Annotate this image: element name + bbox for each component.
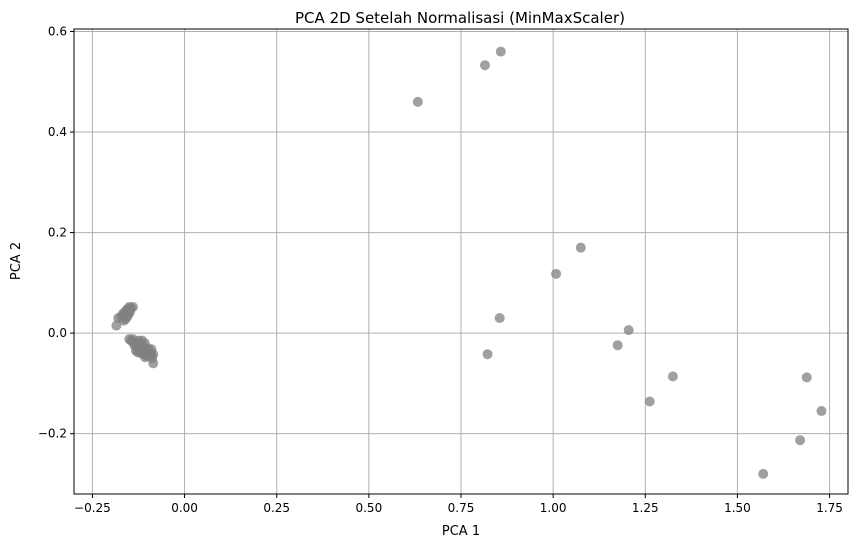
scatter-point [795,435,806,446]
x-axis-label: PCA 1 [442,524,480,539]
scatter-point [148,358,159,369]
grid [74,29,848,494]
y-tick-label: 0.0 [48,326,67,340]
scatter-point [136,340,147,351]
x-tick-label: −0.25 [74,501,111,515]
x-tick-label: 1.00 [540,501,567,515]
scatter-point [111,320,122,331]
scatter-point [644,396,655,407]
scatter-point [482,349,493,360]
x-tick-label: 1.75 [816,501,843,515]
scatter-point [612,340,623,351]
y-axis-ticks: −0.2 0.0 0.2 0.4 0.6 [38,25,74,441]
scatter-point [146,344,157,355]
x-tick-label: 1.25 [632,501,659,515]
scatter-point [494,313,505,324]
x-tick-label: 1.50 [724,501,751,515]
y-axis-label: PCA 2 [9,242,24,280]
x-axis-ticks: −0.25 0.00 0.25 0.50 0.75 1.00 1.25 1.50 1.75 [74,494,843,515]
scatter-point [551,268,562,279]
scatter-point [495,46,506,57]
x-tick-label: 0.25 [263,501,290,515]
scatter-point [667,371,678,382]
scatter-point [816,406,827,417]
scatter-point [118,315,129,326]
x-tick-label: 0.50 [355,501,382,515]
scatter-point [575,242,586,253]
x-tick-label: 0.75 [448,501,475,515]
scatter-point [801,372,812,383]
y-tick-label: 0.6 [48,25,67,39]
y-tick-label: 0.2 [48,226,67,240]
scatter-point [140,352,151,363]
scatter-point [758,468,769,479]
y-tick-label: −0.2 [38,427,67,441]
scatter-points [111,46,827,479]
scatter-point [479,60,490,71]
x-tick-label: 0.00 [171,501,198,515]
scatter-point [121,305,132,316]
scatter-point [412,96,423,107]
scatter-point [623,325,634,336]
y-tick-label: 0.4 [48,125,67,139]
chart-title: PCA 2D Setelah Normalisasi (MinMaxScaler… [295,9,625,27]
